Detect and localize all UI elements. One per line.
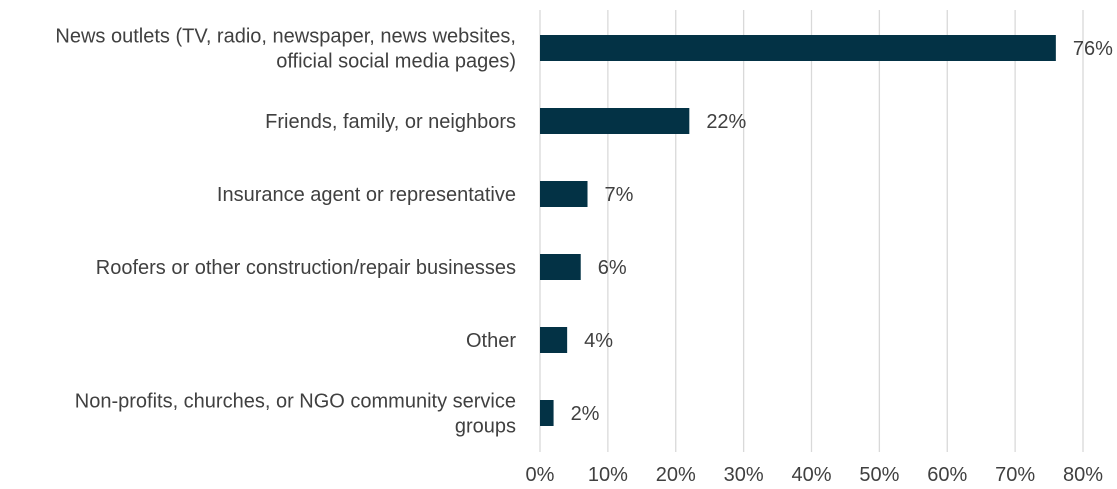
x-tick-label: 40%: [791, 464, 831, 486]
bar: [540, 327, 568, 353]
bars: [540, 35, 1056, 426]
category-label: Insurance agent or representative: [217, 184, 516, 206]
x-tick-label: 70%: [995, 464, 1035, 486]
gridlines: [539, 10, 1084, 452]
category-label-line: Other: [466, 330, 516, 352]
category-label: Other: [466, 330, 516, 352]
bar: [540, 400, 554, 426]
x-tick-label: 10%: [588, 464, 628, 486]
data-label: 7%: [605, 184, 634, 206]
data-label: 6%: [598, 257, 627, 279]
x-tick-label: 50%: [859, 464, 899, 486]
bar: [540, 181, 588, 207]
category-label: Roofers or other construction/repair bus…: [96, 257, 516, 279]
x-tick-label: 80%: [1063, 464, 1103, 486]
x-tick-label: 30%: [724, 464, 764, 486]
data-label: 22%: [706, 111, 746, 133]
data-label: 2%: [571, 403, 600, 425]
category-label-line: News outlets (TV, radio, newspaper, news…: [55, 26, 516, 48]
category-label: Non-profits, churches, or NGO community …: [75, 391, 516, 438]
category-label-line: Non-profits, churches, or NGO community …: [75, 391, 516, 413]
category-label-line: Insurance agent or representative: [217, 184, 516, 206]
bar: [540, 108, 690, 134]
x-tick-label: 0%: [526, 464, 555, 486]
category-label: News outlets (TV, radio, newspaper, news…: [55, 26, 516, 73]
category-labels: News outlets (TV, radio, newspaper, news…: [55, 26, 516, 438]
bar: [540, 35, 1056, 61]
x-tick-label: 60%: [927, 464, 967, 486]
x-axis-ticks: 0% 10% 20% 30% 40% 50% 60% 70% 80%: [526, 464, 1104, 486]
bar: [540, 254, 581, 280]
category-label-line: groups: [455, 416, 516, 438]
data-label: 4%: [584, 330, 613, 352]
data-labels: 76% 22% 7% 6% 4% 2%: [571, 38, 1114, 425]
data-label: 76%: [1073, 38, 1113, 60]
category-label-line: official social media pages): [276, 51, 516, 73]
category-label-line: Friends, family, or neighbors: [265, 111, 516, 133]
x-tick-label: 20%: [656, 464, 696, 486]
category-label: Friends, family, or neighbors: [265, 111, 516, 133]
category-label-line: Roofers or other construction/repair bus…: [96, 257, 516, 279]
